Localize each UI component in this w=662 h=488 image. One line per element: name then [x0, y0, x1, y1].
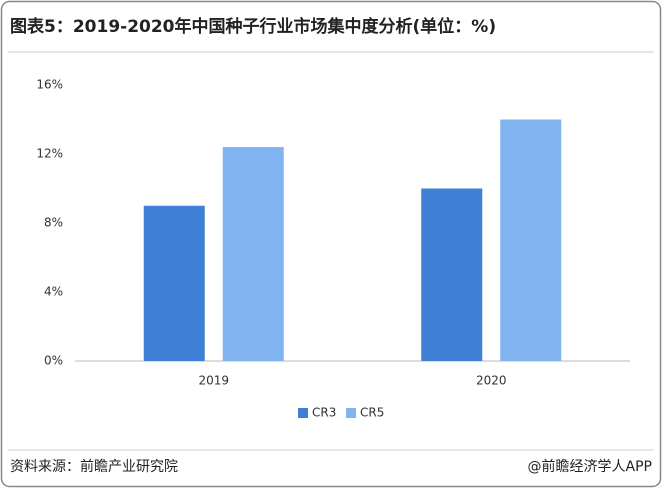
- credit: @前瞻经济学人APP: [528, 458, 652, 475]
- bar: [143, 205, 205, 361]
- legend-swatch: [298, 408, 308, 418]
- source: 资料来源：前瞻产业研究院: [10, 458, 178, 475]
- chart-title: 图表5：2019-2020年中国种子行业市场集中度分析(单位：%): [10, 16, 496, 37]
- x-tick-label: 2020: [476, 374, 507, 388]
- y-tick-label: 12%: [36, 147, 63, 161]
- y-tick-label: 16%: [36, 78, 63, 92]
- bar: [500, 119, 562, 361]
- legend-swatch: [346, 408, 356, 418]
- bar: [421, 188, 483, 361]
- bar: [222, 147, 284, 361]
- legend-label: CR5: [360, 406, 384, 420]
- y-tick-label: 0%: [44, 354, 63, 368]
- x-tick-label: 2019: [198, 374, 229, 388]
- y-tick-label: 4%: [44, 285, 63, 299]
- y-tick-label: 8%: [44, 216, 63, 230]
- legend-label: CR3: [312, 406, 336, 420]
